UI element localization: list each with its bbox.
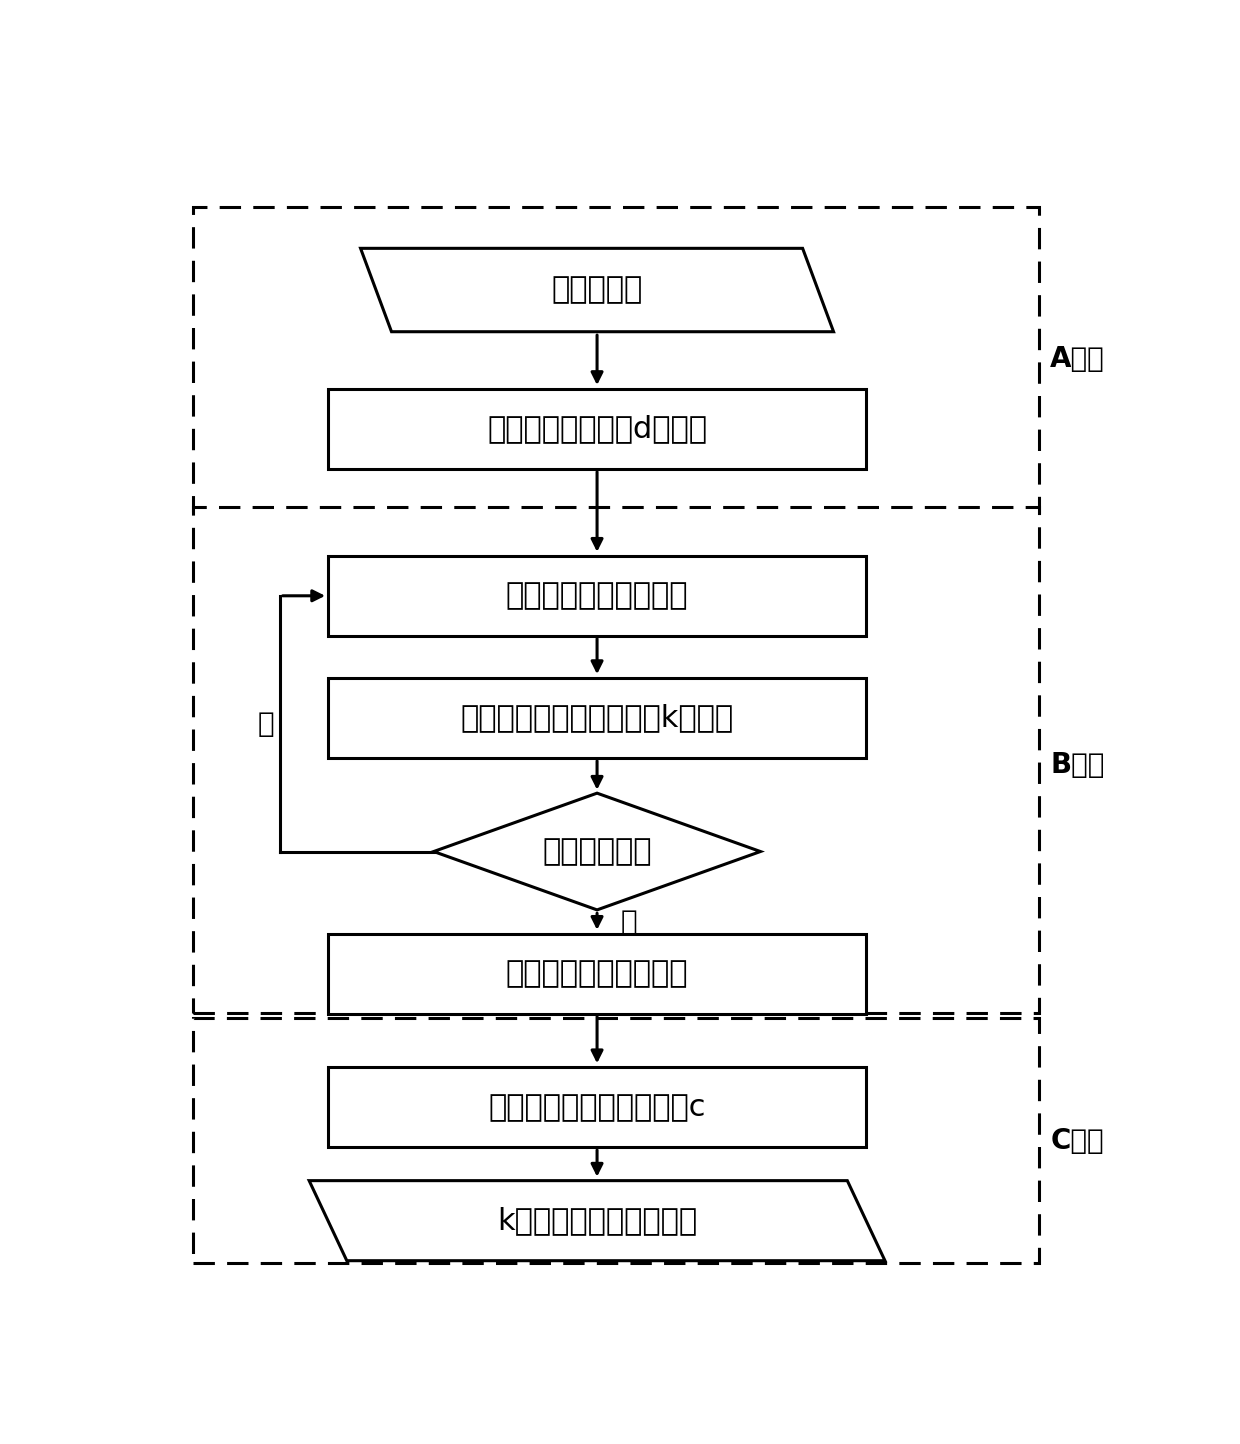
Text: 有放回抽样生成数据集: 有放回抽样生成数据集	[506, 582, 688, 611]
Text: 对称不确定性初筛d个特征: 对称不确定性初筛d个特征	[487, 414, 707, 443]
Polygon shape	[361, 248, 833, 332]
Bar	[193, 507, 1039, 1012]
Text: 奈曼皮尔逊检验计算阈值c: 奈曼皮尔逊检验计算阈值c	[489, 1093, 706, 1122]
Bar	[327, 934, 867, 1014]
Bar	[327, 679, 867, 758]
Polygon shape	[309, 1181, 885, 1261]
Bar	[327, 556, 867, 635]
Text: 否: 否	[257, 709, 274, 738]
Bar	[193, 1018, 1039, 1264]
Text: 统计各特征的出现次数: 统计各特征的出现次数	[506, 959, 688, 988]
Text: B步骤: B步骤	[1050, 751, 1105, 778]
Text: k个特征，候选特征集合: k个特征，候选特征集合	[497, 1206, 697, 1235]
Bar	[327, 1067, 867, 1148]
Text: 依据变量重要性评分选择k个特征: 依据变量重要性评分选择k个特征	[460, 703, 734, 732]
Polygon shape	[434, 793, 760, 910]
Text: 是: 是	[621, 908, 637, 936]
Text: 原始数据集: 原始数据集	[552, 276, 642, 305]
Text: C步骤: C步骤	[1050, 1126, 1105, 1155]
Bar	[327, 388, 867, 469]
Bar	[193, 206, 1039, 513]
Text: A步骤: A步骤	[1050, 345, 1105, 373]
Text: 达到循环次数: 达到循环次数	[542, 838, 652, 866]
